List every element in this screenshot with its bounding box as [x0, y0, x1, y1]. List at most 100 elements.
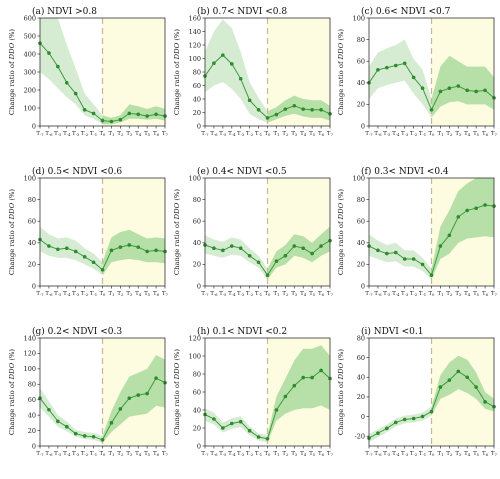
y-tick-label: 0 — [361, 413, 365, 421]
data-point — [393, 420, 398, 425]
x-tick-label: T-3 — [237, 291, 245, 297]
x-tick-label: T-1 — [90, 451, 97, 457]
x-tick-label: T-5 — [383, 451, 391, 457]
y-tick-label: 120 — [189, 41, 201, 49]
x-tick-label: T-5 — [383, 291, 391, 297]
x-tick-label: T-4 — [228, 451, 236, 457]
y-tick-label: 40 — [193, 406, 201, 414]
x-tick-label: T1 — [437, 291, 443, 297]
data-point — [247, 253, 252, 258]
data-point — [402, 61, 407, 66]
data-point — [465, 88, 470, 93]
x-tick-label: T1 — [437, 451, 443, 457]
x-tick-label: T-2 — [246, 451, 254, 457]
data-point — [420, 262, 425, 267]
y-tick-label: 100 — [353, 174, 365, 182]
x-tick-label: T3 — [291, 291, 297, 297]
panel-title: (h) 0.1< NDVI <0.2 — [197, 326, 287, 337]
y-tick-label: 100 — [24, 104, 36, 112]
x-tick-label: T1 — [273, 291, 279, 297]
y-axis-label: Change ratio of DDO (%) — [8, 189, 16, 276]
data-point — [56, 419, 60, 424]
data-point — [238, 76, 243, 81]
y-axis-label: Change ratio of DDO (%) — [173, 349, 181, 436]
panel-title: (a) NDVI >0.8 — [32, 6, 97, 17]
y-tick-label: 80 — [357, 36, 365, 44]
data-point — [100, 268, 105, 272]
y-tick-label: 120 — [24, 350, 36, 358]
data-point — [274, 112, 279, 117]
x-tick-label: T6 — [153, 131, 159, 137]
x-tick-label: T7 — [491, 131, 497, 137]
y-tick-label: 40 — [28, 411, 36, 419]
data-point — [64, 81, 69, 85]
x-tick-label: T2 — [117, 451, 123, 457]
data-point — [221, 248, 225, 253]
x-tick-label: T-6 — [45, 451, 53, 457]
y-tick-label: 20 — [28, 427, 36, 435]
data-point — [56, 247, 60, 252]
data-point — [310, 251, 314, 256]
data-point — [154, 248, 158, 253]
data-point — [100, 118, 105, 123]
y-tick-label: 20 — [193, 261, 201, 269]
x-tick-label: T2 — [282, 451, 288, 457]
data-point — [109, 119, 114, 124]
panel-title: (g) 0.2< NDVI <0.3 — [32, 326, 122, 337]
x-tick-label: T-3 — [401, 291, 409, 297]
x-tick-label: T2 — [446, 291, 452, 297]
y-tick-label: 0 — [361, 122, 365, 130]
x-tick-label: T4 — [135, 131, 141, 137]
y-tick-label: 0 — [32, 442, 36, 450]
panel-title: (c) 0.6< NDVI <0.7 — [361, 6, 451, 17]
x-tick-label: T-7 — [365, 131, 373, 137]
x-tick-label: T7 — [162, 131, 168, 137]
y-tick-label: 80 — [193, 68, 201, 76]
data-point — [256, 435, 261, 439]
data-point — [474, 206, 478, 211]
data-point — [109, 421, 114, 425]
x-tick-label: T-2 — [410, 131, 418, 137]
x-tick-label: T-3 — [401, 131, 409, 137]
x-tick-label: T-6 — [45, 291, 53, 297]
x-tick-label: T-4 — [63, 131, 71, 137]
post-period-band — [267, 95, 330, 123]
x-tick-label: T0 — [429, 451, 435, 457]
data-point — [465, 208, 470, 213]
x-tick-label: T1 — [437, 131, 443, 137]
y-tick-label: 100 — [24, 174, 36, 182]
data-point — [145, 249, 149, 254]
data-point — [229, 421, 234, 426]
y-tick-label: 100 — [353, 14, 365, 22]
x-tick-label: T-6 — [374, 131, 382, 137]
y-tick-label: 20 — [28, 261, 36, 269]
y-tick-label: 20 — [357, 261, 365, 269]
x-tick-label: T-2 — [246, 131, 254, 137]
x-tick-label: T3 — [455, 131, 461, 137]
data-point — [91, 260, 96, 265]
x-tick-label: T7 — [327, 451, 333, 457]
y-tick-label: 80 — [193, 196, 201, 204]
y-tick-label: 60 — [357, 58, 365, 66]
y-tick-label: 0 — [197, 122, 201, 130]
data-point — [265, 273, 270, 278]
post-period-band — [267, 226, 330, 280]
y-tick-label: 80 — [357, 196, 365, 204]
y-tick-label: 60 — [28, 396, 36, 404]
y-tick-label: 300 — [24, 68, 36, 76]
data-point — [438, 385, 443, 389]
x-tick-label: T-2 — [81, 131, 89, 137]
post-period-band — [102, 355, 165, 443]
pre-period-band — [369, 39, 432, 118]
data-point — [429, 108, 434, 112]
y-tick-label: 20 — [357, 393, 365, 401]
data-point — [283, 253, 288, 258]
data-point — [64, 424, 69, 429]
data-point — [402, 417, 407, 422]
x-tick-label: T-7 — [36, 131, 44, 137]
data-point — [292, 103, 297, 108]
y-tick-label: 200 — [24, 86, 36, 94]
y-tick-label: 40 — [28, 239, 36, 247]
